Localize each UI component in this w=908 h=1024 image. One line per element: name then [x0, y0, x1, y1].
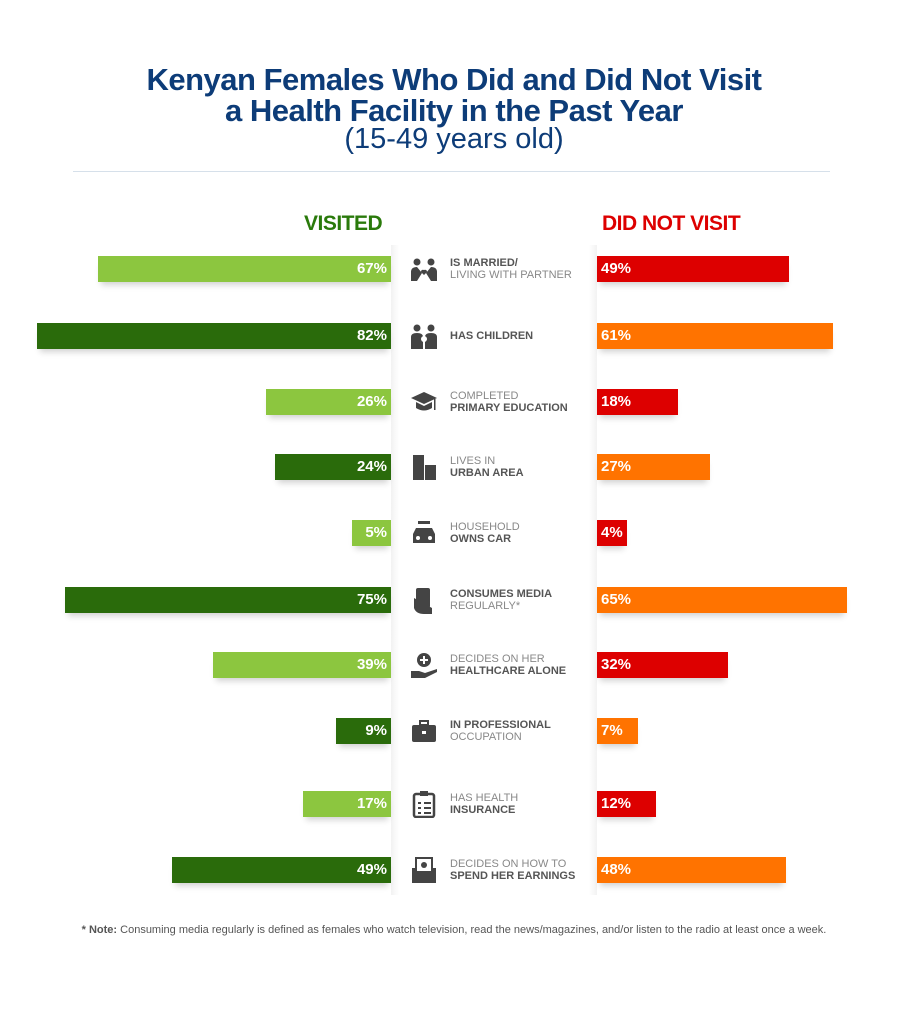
category-label-light: LIVES IN [450, 455, 496, 467]
did-not-visit-bar: 49% [597, 256, 789, 282]
category-label: DECIDES ON HER HEALTHCARE ALONE [450, 653, 566, 677]
visited-bar: 75% [65, 587, 391, 613]
did-not-visit-bar: 61% [597, 323, 833, 349]
category-label-bold: URBAN AREA [450, 467, 524, 479]
visited-header: VISITED [304, 212, 383, 235]
footnote-label: * Note: [81, 924, 118, 936]
visited-bar: 82% [37, 323, 391, 349]
visited-bar: 39% [213, 652, 391, 678]
category-label: DECIDES ON HOW TO SPEND HER EARNINGS [450, 858, 575, 882]
visited-bar: 24% [275, 454, 391, 480]
category-label: HAS HEALTH INSURANCE [450, 792, 518, 816]
buildings-icon [413, 455, 436, 480]
divider [73, 171, 830, 172]
couple-heart-icon [411, 258, 437, 281]
center-label-band [391, 245, 597, 895]
briefcase-icon [412, 720, 436, 742]
visited-bar: 49% [172, 857, 391, 883]
did-not-visit-bar: 27% [597, 454, 710, 480]
category-label-bold: HAS CHILDREN [450, 330, 534, 342]
category-label-bold: SPEND HER EARNINGS [450, 870, 576, 882]
did-not-visit-bar: 7% [597, 718, 638, 744]
visited-bar: 5% [352, 520, 391, 546]
did-not-visit-bar: 48% [597, 857, 786, 883]
clipboard-checklist-icon [412, 791, 436, 818]
category-label-bold: CONSUMES MEDIA [450, 588, 553, 600]
category-label-light: HOUSEHOLD [450, 521, 520, 533]
chart-title-line-2: a Health Facility in the Past Year [225, 93, 683, 128]
did-not-visit-bar: 12% [597, 791, 656, 817]
category-label-light: DECIDES ON HER [450, 653, 545, 665]
category-label: LIVES IN URBAN AREA [450, 455, 524, 479]
visited-bar: 26% [266, 389, 391, 415]
did-not-visit-bar: 18% [597, 389, 678, 415]
did-not-visit-bar: 32% [597, 652, 728, 678]
category-label: COMPLETED PRIMARY EDUCATION [450, 390, 568, 414]
category-label-light: COMPLETED [450, 390, 519, 402]
category-label-light: HAS HEALTH [450, 792, 519, 804]
category-label: HAS CHILDREN [450, 330, 533, 342]
family-icon [411, 324, 437, 349]
graduation-cap-icon [411, 392, 437, 411]
did-not-visit-header: DID NOT VISIT [602, 212, 741, 235]
visited-bar: 17% [303, 791, 391, 817]
category-label: IN PROFESSIONAL OCCUPATION [450, 719, 551, 743]
category-label-bold: OWNS CAR [450, 533, 512, 545]
hand-plus-icon [411, 653, 437, 678]
category-label-bold: INSURANCE [450, 804, 516, 816]
category-label-light: DECIDES ON HOW TO [450, 858, 567, 870]
category-label-bold: IS MARRIED/ [450, 257, 518, 269]
category-label-bold: PRIMARY EDUCATION [450, 402, 568, 414]
chart-subtitle: (15-49 years old) [344, 123, 564, 155]
category-label: CONSUMES MEDIA REGULARLY* [450, 588, 552, 612]
visited-bar: 9% [336, 718, 391, 744]
footnote-text: Consuming media regularly is defined as … [117, 924, 827, 936]
category-label-light: REGULARLY* [450, 600, 521, 612]
did-not-visit-bar: 4% [597, 520, 627, 546]
chart-title-line-1: Kenyan Females Who Did and Did Not Visit [146, 62, 762, 97]
footnote: * Note: Consuming media regularly is def… [0, 924, 908, 936]
category-label: IS MARRIED/LIVING WITH PARTNER [450, 257, 572, 281]
did-not-visit-bar: 65% [597, 587, 847, 613]
category-label-light: LIVING WITH PARTNER [450, 269, 572, 281]
phone-hand-icon [414, 588, 432, 614]
category-label-bold: HEALTHCARE ALONE [450, 665, 567, 677]
money-envelope-icon [412, 857, 436, 883]
category-label-bold: IN PROFESSIONAL [450, 719, 551, 731]
visited-bar: 67% [98, 256, 391, 282]
category-label: HOUSEHOLD OWNS CAR [450, 521, 520, 545]
category-label-light: OCCUPATION [450, 731, 522, 743]
car-key-icon [413, 521, 435, 543]
